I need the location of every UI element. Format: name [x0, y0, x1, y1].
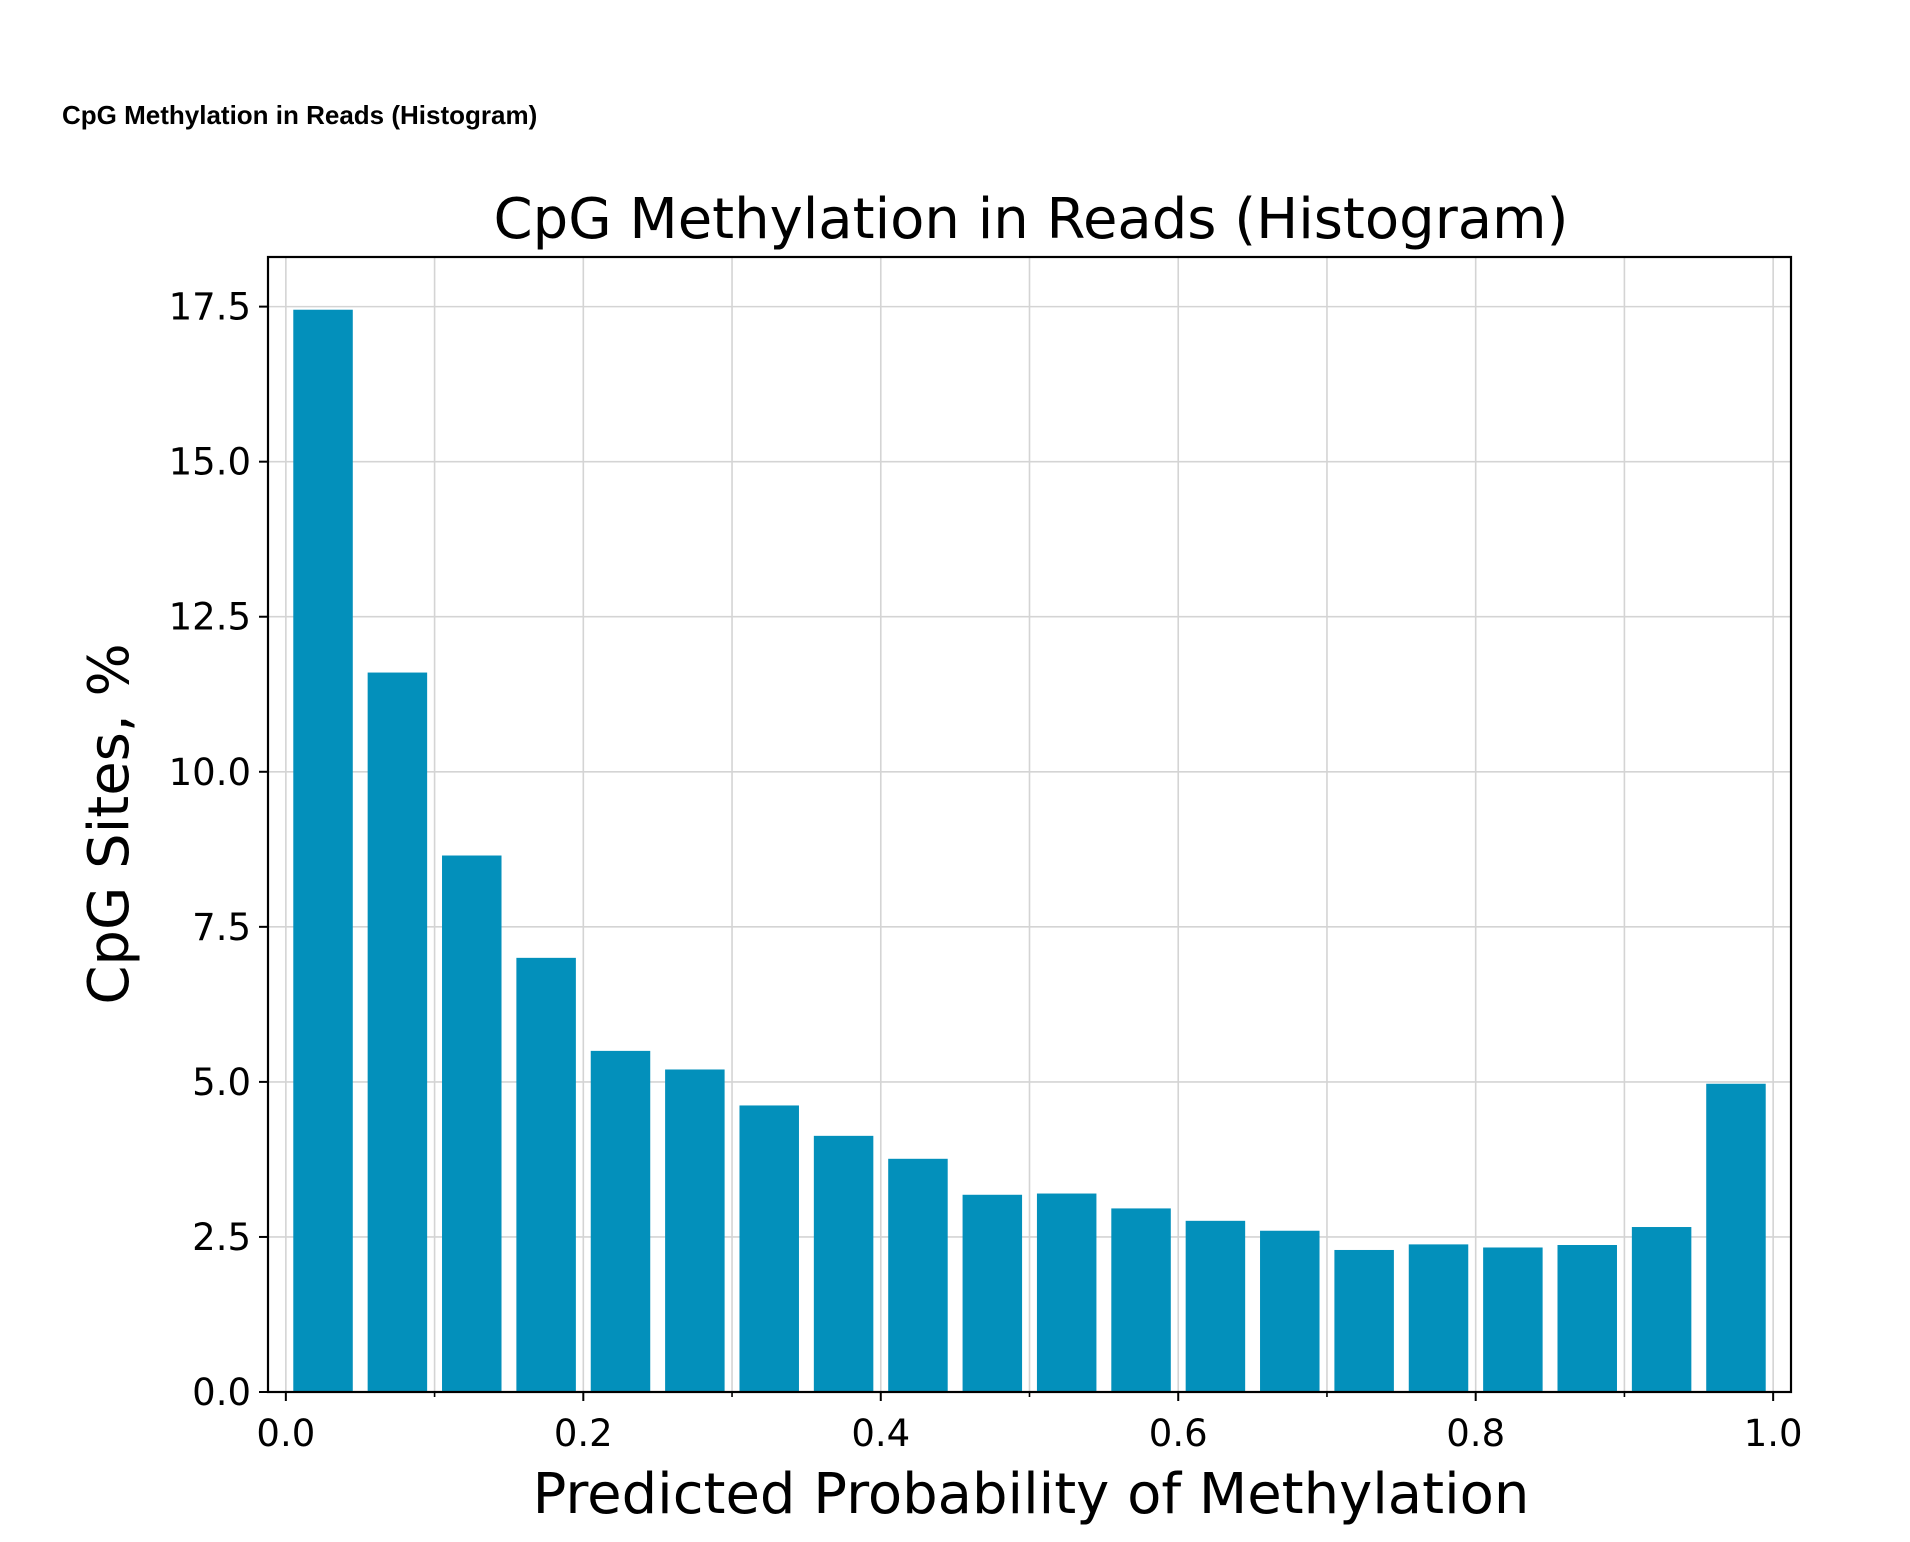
- y-tick-label: 15.0: [169, 441, 251, 484]
- histogram-bar: [962, 1194, 1023, 1392]
- x-tick-label: 0.2: [554, 1412, 613, 1455]
- histogram-bar: [1557, 1245, 1617, 1392]
- y-tick-label: 5.0: [192, 1061, 251, 1104]
- bars: [293, 309, 1766, 1393]
- histogram-bar: [1334, 1249, 1394, 1392]
- y-axis-label: CpG Sites, %: [77, 643, 142, 1004]
- histogram-bar: [1483, 1247, 1543, 1392]
- histogram-bar: [1706, 1083, 1766, 1392]
- y-tick-label: 12.5: [169, 596, 251, 639]
- x-tick-label: 0.0: [256, 1412, 315, 1455]
- y-tick-label: 17.5: [169, 286, 251, 329]
- histogram-bar: [1631, 1227, 1692, 1392]
- y-tick-label: 0.0: [192, 1371, 251, 1414]
- histogram-bar: [367, 672, 428, 1392]
- histogram-bar: [442, 855, 502, 1392]
- x-tick-label: 0.8: [1446, 1412, 1505, 1455]
- histogram-bar: [516, 957, 576, 1392]
- histogram-bar: [1260, 1230, 1320, 1392]
- x-tick-label: 1.0: [1744, 1412, 1803, 1455]
- histogram-bar: [590, 1050, 651, 1392]
- histogram-bar: [293, 309, 353, 1393]
- x-tick-label: 0.6: [1149, 1412, 1208, 1455]
- histogram-bar: [665, 1069, 725, 1392]
- histogram-bar: [813, 1135, 874, 1392]
- histogram-bar: [739, 1105, 799, 1392]
- y-tick-label: 10.0: [169, 751, 251, 794]
- x-axis-label: Predicted Probability of Methylation: [533, 1462, 1530, 1527]
- histogram-bar: [1408, 1244, 1469, 1392]
- histogram-bar: [1036, 1193, 1097, 1392]
- chart-title: CpG Methylation in Reads (Histogram): [494, 187, 1569, 252]
- page-heading: CpG Methylation in Reads (Histogram): [62, 100, 538, 130]
- x-tick-label: 0.4: [851, 1412, 910, 1455]
- y-tick-label: 7.5: [192, 906, 251, 949]
- histogram-bar: [1185, 1220, 1246, 1392]
- histogram-bar: [888, 1158, 948, 1392]
- histogram-bar: [1111, 1208, 1171, 1392]
- axis-ticks: 0.0 0.2 0.4 0.6 0.8 1.0 0.0 2.5 5.0 7.5 10.0 12.5 15…: [169, 286, 1803, 1455]
- y-tick-label: 2.5: [192, 1216, 251, 1259]
- grid-lines: [268, 257, 1791, 1393]
